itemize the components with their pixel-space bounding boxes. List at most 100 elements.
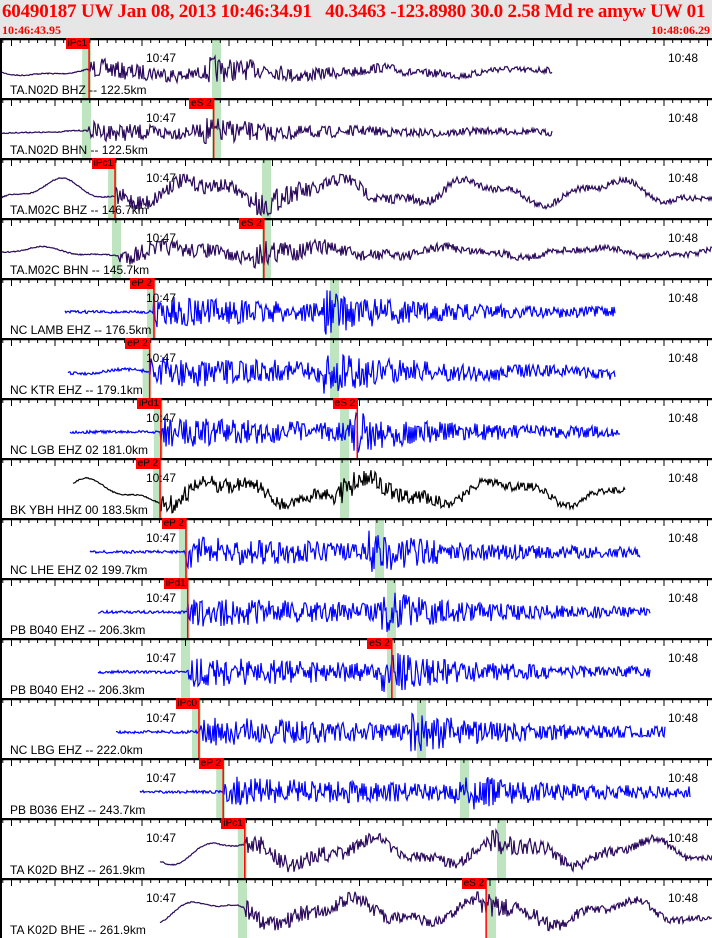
phase-pick-label[interactable]: eP 2 bbox=[129, 278, 154, 289]
station-channel-label: NC LBG EHZ -- 222.0km bbox=[10, 743, 143, 757]
seismogram-panel[interactable]: 10:47 10:48 eS 2 TA.M02C BHN -- 145.7km bbox=[0, 218, 712, 278]
seismogram-panel[interactable]: 10:47 10:48 iPc1 TA.M02C BHZ -- 146.7km bbox=[0, 158, 712, 218]
predicted-p-band bbox=[82, 38, 92, 98]
waveform-trace bbox=[159, 891, 712, 932]
waveform-trace bbox=[115, 712, 666, 752]
waveform-trace bbox=[0, 238, 712, 269]
station-channel-label: NC LAMB EHZ -- 176.5km bbox=[10, 323, 152, 337]
time-tick-label: 10:48 bbox=[668, 411, 699, 425]
waveform-plot bbox=[0, 338, 712, 398]
seismogram-panel[interactable]: 10:47 10:48 eS 2 PB B040 EH2 -- 206.3km bbox=[0, 638, 712, 698]
phase-pick-label[interactable]: iPc0 bbox=[175, 698, 199, 709]
phase-pick-label[interactable]: iPd1 bbox=[163, 578, 188, 589]
predicted-s-band bbox=[460, 758, 469, 818]
station-channel-label: NC KTR EHZ -- 179.1km bbox=[10, 383, 143, 397]
waveform-plot bbox=[0, 818, 712, 878]
time-tick-label: 10:47 bbox=[146, 51, 177, 65]
predicted-p-band bbox=[191, 698, 201, 758]
predicted-p-band bbox=[237, 818, 247, 878]
header-bar: 60490187 UW Jan 08, 2013 10:46:34.91 40.… bbox=[0, 0, 712, 38]
phase-pick-label[interactable]: eS 2 bbox=[461, 878, 487, 889]
time-tick-label: 10:48 bbox=[668, 351, 699, 365]
station-channel-label: TA.N02D BHN -- 122.5km bbox=[10, 143, 148, 157]
waveform-trace bbox=[0, 54, 553, 85]
seismogram-panel[interactable]: 10:47 10:48 eP 2 PB B036 EHZ -- 243.7km bbox=[0, 758, 712, 818]
time-tick-label: 10:48 bbox=[668, 891, 699, 905]
time-tick-label: 10:48 bbox=[668, 651, 699, 665]
predicted-p-band bbox=[216, 758, 226, 818]
waveform-trace bbox=[139, 776, 691, 810]
time-tick-label: 10:48 bbox=[668, 111, 699, 125]
predicted-p-band bbox=[82, 98, 91, 158]
waveform-trace bbox=[97, 592, 651, 632]
time-tick-label: 10:47 bbox=[146, 591, 177, 605]
time-tick-label: 10:48 bbox=[668, 711, 699, 725]
seismogram-panel[interactable]: 10:47 10:48 eS 2 TA.N02D BHN -- 122.5km bbox=[0, 98, 712, 158]
time-tick-label: 10:47 bbox=[146, 711, 177, 725]
predicted-p-band bbox=[180, 578, 190, 638]
time-tick-label: 10:47 bbox=[146, 531, 177, 545]
station-channel-label: PB B040 EH2 -- 206.3km bbox=[10, 683, 145, 697]
station-channel-label: NC LGB EHZ 02 181.0km bbox=[10, 443, 149, 457]
seismogram-panel[interactable]: 10:47 10:48 eP 2 NC LAMB EHZ -- 176.5km bbox=[0, 278, 712, 338]
event-title: 60490187 UW Jan 08, 2013 10:46:34.91 40.… bbox=[2, 1, 712, 22]
waveform-trace bbox=[64, 290, 616, 335]
left-border bbox=[0, 38, 2, 938]
window-start-time: 10:46:43.95 bbox=[2, 23, 61, 37]
time-tick-label: 10:47 bbox=[146, 291, 177, 305]
seismogram-panel[interactable]: 10:47 10:48 iPc1 TA K02D BHZ -- 261.9km bbox=[0, 818, 712, 878]
phase-pick-label[interactable]: iPc1 bbox=[91, 158, 116, 169]
time-tick-label: 10:48 bbox=[668, 171, 699, 185]
predicted-p-band bbox=[178, 518, 188, 578]
time-tick-label: 10:47 bbox=[146, 471, 177, 485]
phase-pick-label[interactable]: eS 2 bbox=[332, 398, 358, 409]
phase-pick-label[interactable]: iPc1 bbox=[65, 38, 90, 49]
time-tick-label: 10:48 bbox=[668, 591, 699, 605]
station-channel-label: TA.M02C BHZ -- 146.7km bbox=[10, 203, 148, 217]
seismogram-panel[interactable]: 10:47 10:48 iPc0 NC LBG EHZ -- 222.0km bbox=[0, 698, 712, 758]
waveform-trace bbox=[69, 411, 621, 453]
time-tick-label: 10:47 bbox=[146, 411, 177, 425]
waveform-trace bbox=[97, 653, 651, 692]
waveform-trace bbox=[159, 828, 712, 873]
phase-pick-label[interactable]: eP 2 bbox=[161, 518, 186, 529]
time-tick-label: 10:47 bbox=[146, 111, 177, 125]
phase-pick-label[interactable]: eP 2 bbox=[198, 758, 224, 769]
time-tick-label: 10:47 bbox=[146, 771, 177, 785]
station-channel-label: TA K02D BHE -- 261.9km bbox=[10, 923, 146, 937]
seismogram-panel[interactable]: 10:47 10:48 iPd1 eS 2 NC LGB EHZ 02 181.0km bbox=[0, 398, 712, 458]
seismogram-panel[interactable]: 10:47 10:48 eP 2 BK YBH HHZ 00 183.5km bbox=[0, 458, 712, 518]
waveform-plot bbox=[0, 878, 712, 938]
waveform-trace bbox=[0, 118, 553, 145]
time-tick-label: 10:48 bbox=[668, 231, 699, 245]
phase-pick-label[interactable]: eP 2 bbox=[125, 338, 150, 349]
time-tick-label: 10:47 bbox=[146, 831, 177, 845]
predicted-p-band bbox=[153, 458, 163, 518]
seismogram-panel[interactable]: 10:47 10:48 eP 2 NC LHE EHZ 02 199.7km bbox=[0, 518, 712, 578]
phase-pick-label[interactable]: eS 2 bbox=[367, 638, 392, 649]
phase-pick-label[interactable]: eS 2 bbox=[239, 218, 264, 229]
time-tick-label: 10:47 bbox=[146, 651, 177, 665]
time-tick-label: 10:48 bbox=[668, 291, 699, 305]
seismogram-panel[interactable]: 10:47 10:48 iPd1 PB B040 EHZ -- 206.3km bbox=[0, 578, 712, 638]
predicted-s-band bbox=[340, 458, 349, 518]
waveform-plot bbox=[0, 158, 712, 218]
seismogram-panel[interactable]: 10:47 10:48 iPc1 TA.N02D BHZ -- 122.5km bbox=[0, 38, 712, 98]
phase-pick-label[interactable]: iPc1 bbox=[221, 818, 245, 829]
predicted-s-band bbox=[212, 38, 221, 98]
station-channel-label: TA K02D BHZ -- 261.9km bbox=[10, 863, 146, 877]
phase-pick-label[interactable]: eP 2 bbox=[135, 458, 161, 469]
station-channel-label: TA.N02D BHZ -- 122.5km bbox=[10, 83, 147, 97]
window-end-time: 10:48:06.29 bbox=[651, 23, 710, 37]
station-channel-label: BK YBH HHZ 00 183.5km bbox=[10, 503, 148, 517]
phase-pick-label[interactable]: iPd1 bbox=[136, 398, 161, 409]
predicted-s-band bbox=[340, 398, 349, 458]
seismogram-panel[interactable]: 10:47 10:48 eS 2 TA K02D BHE -- 261.9km bbox=[0, 878, 712, 938]
time-tick-label: 10:48 bbox=[668, 771, 699, 785]
waveform-plot bbox=[0, 218, 712, 278]
station-channel-label: TA.M02C BHN -- 145.7km bbox=[10, 263, 150, 277]
predicted-s-band bbox=[262, 158, 271, 218]
seismogram-panel[interactable]: 10:47 10:48 eP 2 NC KTR EHZ -- 179.1km bbox=[0, 338, 712, 398]
phase-pick-label[interactable]: eS 2 bbox=[189, 98, 214, 109]
time-tick-label: 10:48 bbox=[668, 531, 699, 545]
